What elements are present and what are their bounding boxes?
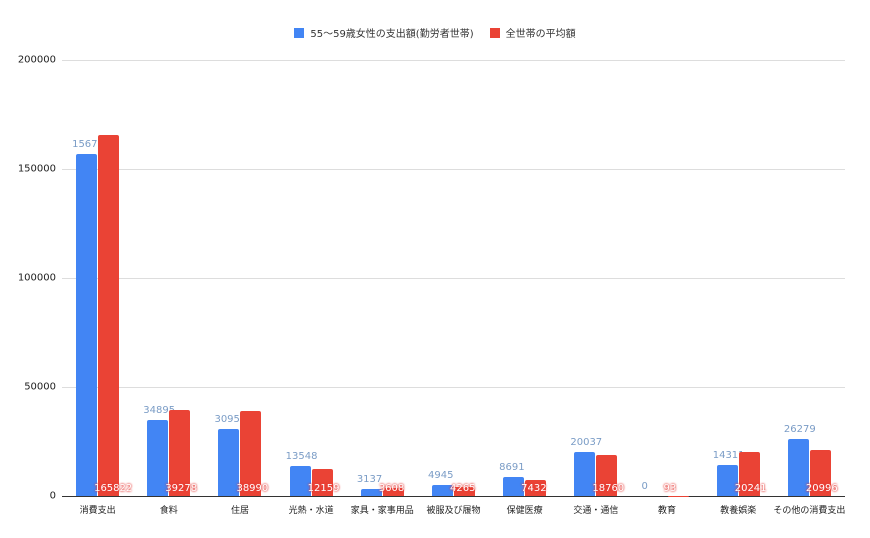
x-tick-label: 教育: [658, 506, 677, 516]
x-tick-label: 交通・通信: [573, 506, 619, 516]
value-label: 7432: [521, 483, 547, 494]
value-label: 26279: [783, 423, 816, 435]
bar-series-1[interactable]: [525, 479, 547, 496]
x-tick-label: 消費支出: [79, 506, 116, 516]
bar-series-0[interactable]: [716, 464, 738, 496]
legend-swatch-blue: [294, 27, 305, 38]
value-label: 4265: [450, 483, 476, 494]
gridline: [62, 387, 845, 388]
value-label: 0: [641, 481, 648, 492]
value-label: 18760: [592, 483, 625, 494]
y-tick-label: 50000: [24, 381, 56, 393]
value-label: 93: [663, 483, 677, 494]
x-tick-label: 保健医療: [506, 506, 543, 516]
x-tick-label: 住居: [230, 506, 249, 516]
gridline: [62, 169, 845, 170]
legend-item-series-1[interactable]: 全世帯の平均額: [489, 25, 576, 40]
legend-item-series-0[interactable]: 55～59歳女性の支出額(勤労者世帯): [294, 25, 474, 40]
x-tick-label: 被服及び履物: [426, 506, 481, 516]
y-tick-label: 0: [49, 490, 56, 502]
value-label: 156797: [72, 139, 111, 151]
x-tick-label: 光熱・水道: [288, 506, 334, 516]
value-label: 14311: [712, 449, 745, 461]
bar-series-0[interactable]: [289, 466, 311, 496]
value-label: 13548: [285, 451, 318, 463]
bar-series-1[interactable]: [311, 469, 333, 496]
gridline: [62, 278, 845, 279]
value-label: 165822: [94, 483, 133, 494]
y-tick-label: 200000: [17, 54, 56, 66]
y-tick-label: 150000: [17, 163, 56, 175]
bar-series-1[interactable]: [809, 450, 831, 496]
bar-series-1[interactable]: [596, 455, 618, 496]
value-label: 12159: [307, 483, 340, 494]
bar-series-0[interactable]: [218, 428, 240, 496]
x-tick-label: 食料: [159, 506, 178, 516]
value-label: 8691: [499, 462, 525, 474]
bar-series-0[interactable]: [787, 438, 809, 496]
bar-series-0[interactable]: [360, 489, 382, 496]
bar-series-1[interactable]: [169, 410, 191, 496]
value-label: 20241: [734, 483, 767, 494]
bar-series-1[interactable]: [382, 488, 404, 496]
bar-series-1[interactable]: [98, 134, 120, 496]
y-tick-label: 100000: [17, 272, 56, 284]
value-label: 20996: [805, 483, 838, 494]
bar-series-0[interactable]: [503, 477, 525, 496]
bar-series-0[interactable]: [76, 154, 98, 496]
gridline: [62, 60, 845, 61]
legend-swatch-red: [489, 27, 500, 38]
value-label: 20037: [570, 437, 603, 449]
value-label: 4945: [428, 470, 454, 482]
x-tick-label: 家具・家事用品: [350, 506, 414, 516]
value-label: 3608: [378, 483, 405, 494]
bar-series-0[interactable]: [432, 485, 453, 496]
bar-series-1[interactable]: [240, 411, 262, 496]
legend-label: 全世帯の平均額: [505, 29, 576, 40]
bar-series-0[interactable]: [574, 452, 596, 496]
value-label: 38990: [236, 483, 269, 494]
legend-label: 55～59歳女性の支出額(勤労者世帯): [310, 29, 474, 40]
bar-series-0[interactable]: [147, 419, 169, 496]
x-axis-line: [62, 496, 845, 497]
value-label: 34895: [143, 404, 176, 416]
x-tick-label: 教養娯楽: [720, 506, 757, 516]
bar-series-1[interactable]: [454, 486, 475, 496]
value-label: 3137: [356, 474, 383, 486]
x-tick-label: その他の消費支出: [773, 506, 846, 516]
legend: 55～59歳女性の支出額(勤労者世帯) 全世帯の平均額: [0, 25, 870, 40]
value-label: 39278: [165, 483, 198, 494]
value-label: 30954: [214, 413, 247, 425]
bar-series-1[interactable]: [738, 451, 760, 496]
